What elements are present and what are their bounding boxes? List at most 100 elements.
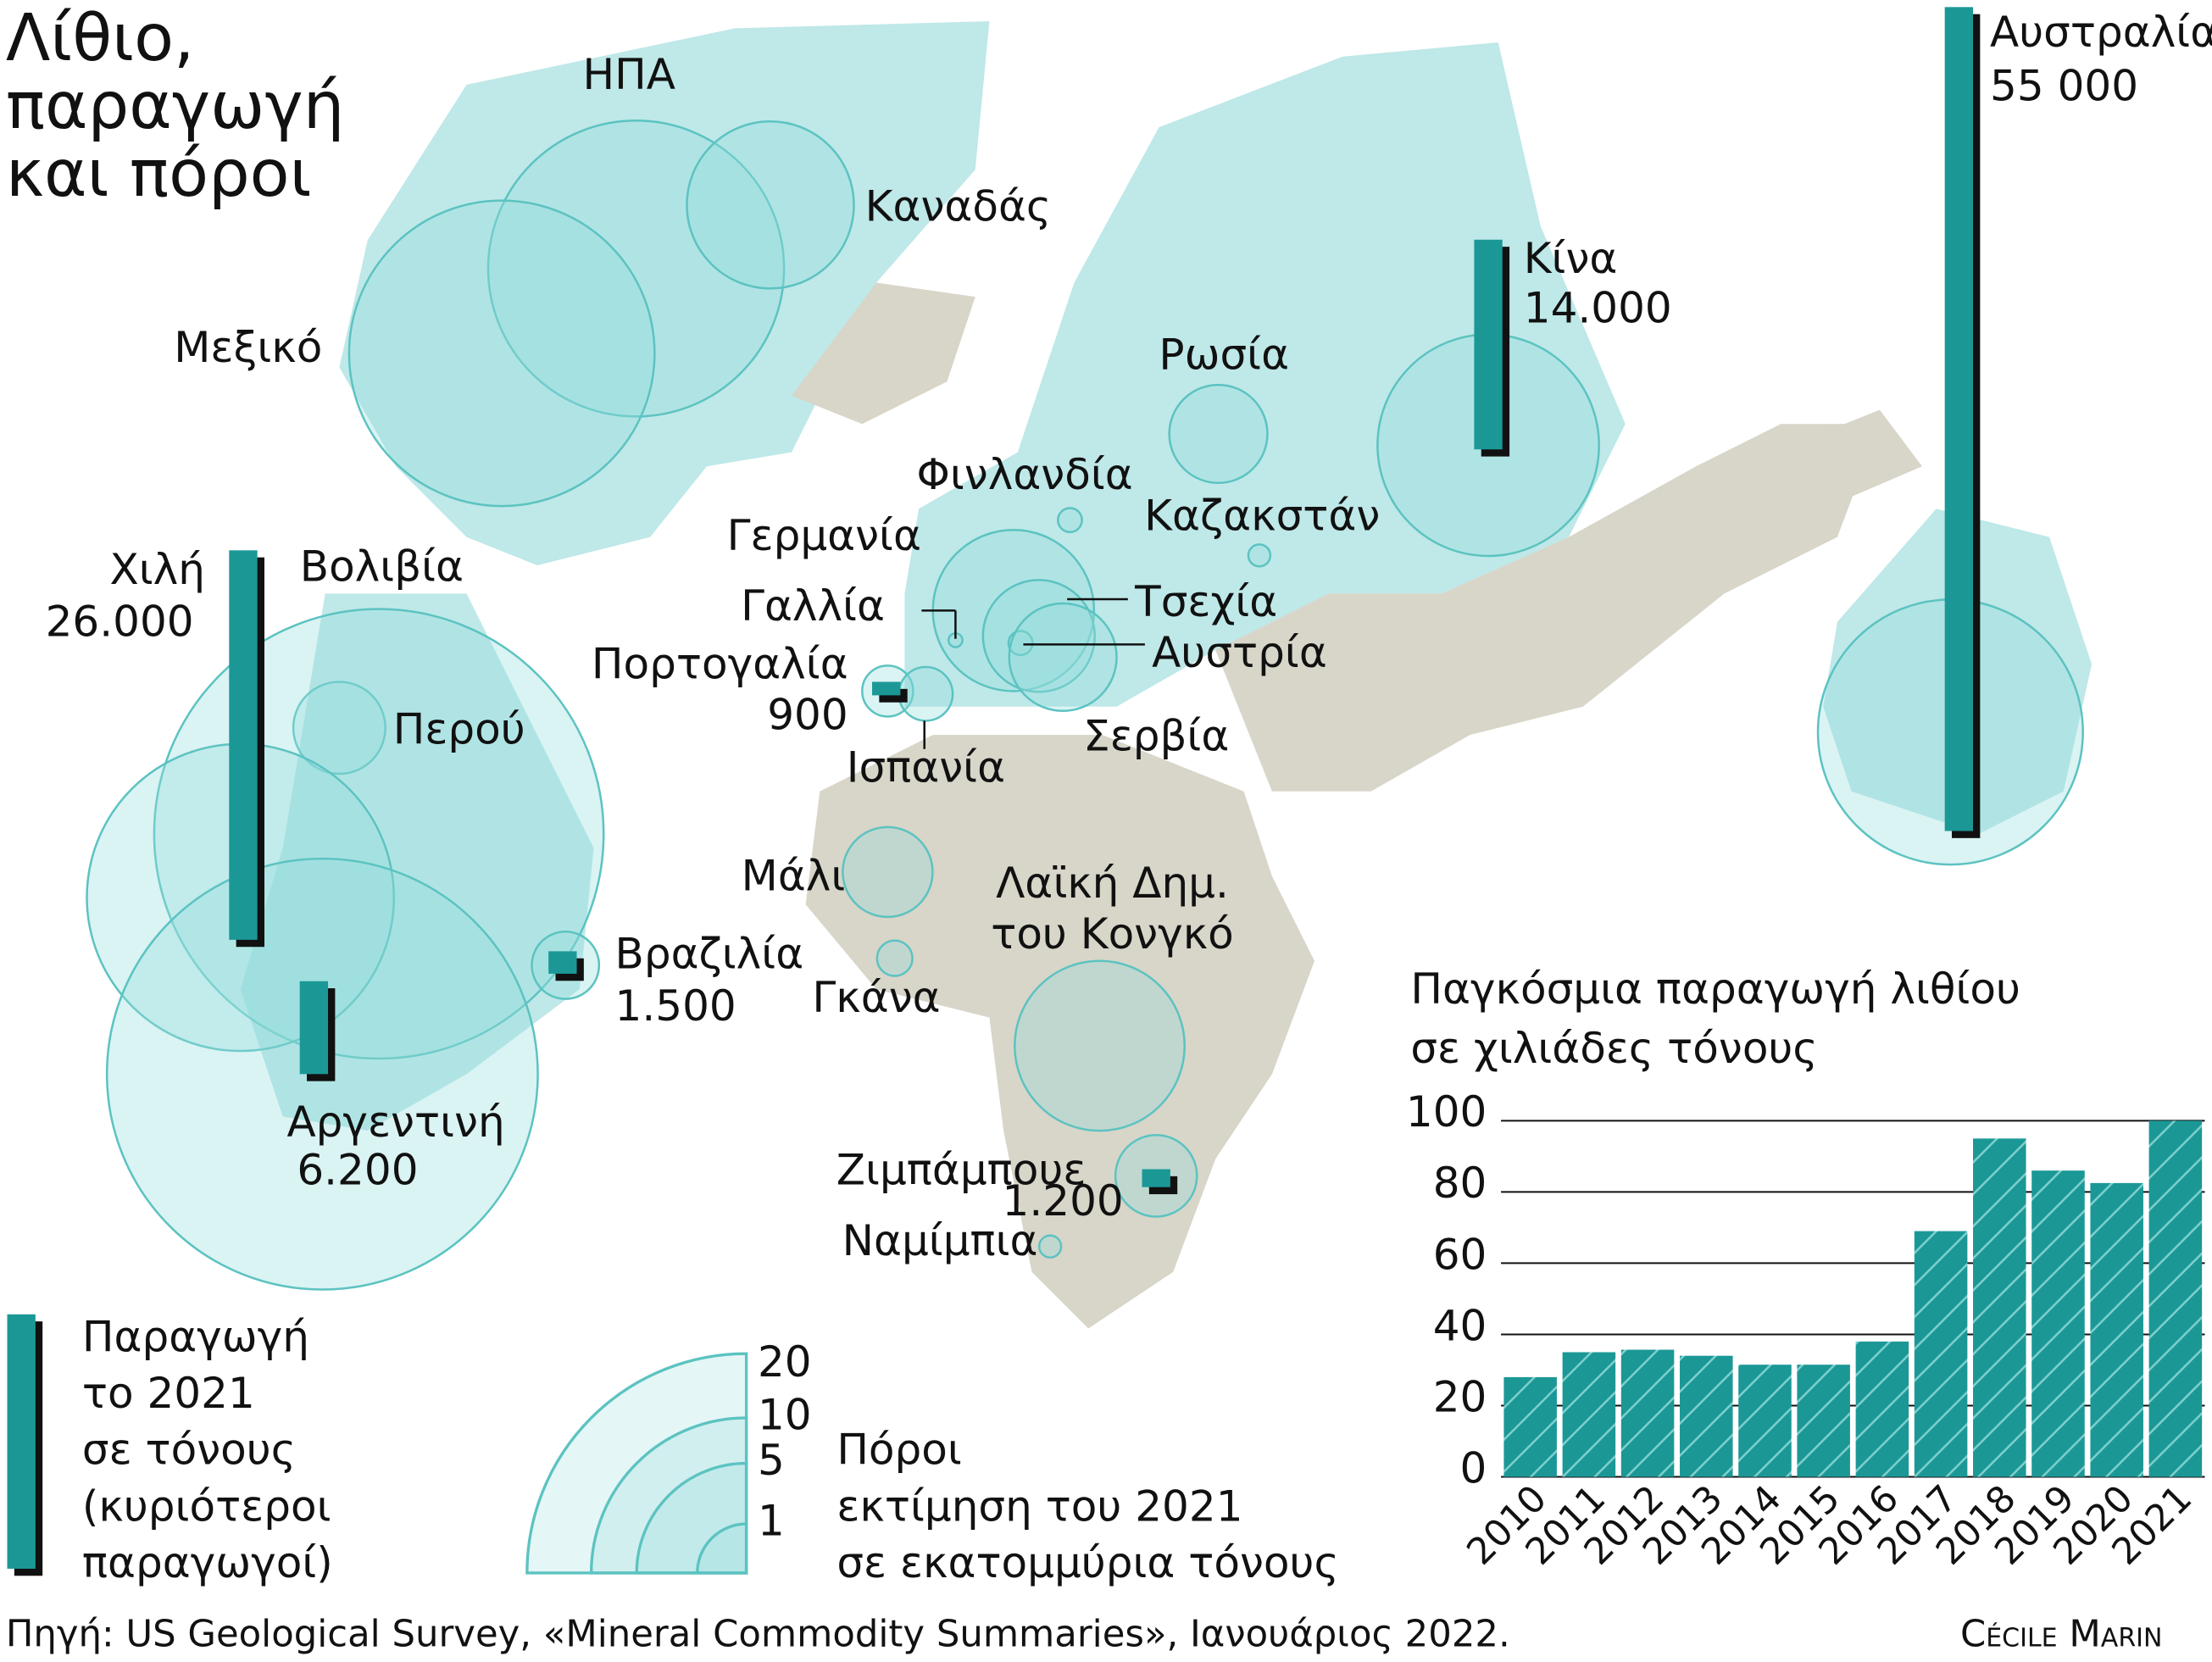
bar xyxy=(1973,1138,2026,1477)
reserve-circle xyxy=(875,939,914,977)
land-asia-south xyxy=(1215,424,1880,792)
country-label: Καζακστάν xyxy=(1144,491,1380,540)
reserve-circle xyxy=(292,681,386,775)
reserve-circle xyxy=(1168,383,1269,485)
title: και πόροι xyxy=(6,136,312,212)
bar xyxy=(1855,1341,1909,1477)
country-label: Αργεντινή xyxy=(286,1098,504,1147)
reserve-circle xyxy=(981,579,1097,693)
legend-circle xyxy=(696,1522,748,1575)
land-eurasia xyxy=(904,42,1626,707)
reserve-circle xyxy=(1014,959,1186,1132)
reserve-circle xyxy=(347,199,656,508)
bar xyxy=(1503,1376,1557,1477)
legend-circle xyxy=(635,1461,748,1575)
production-label: 55 000 xyxy=(1990,62,2138,111)
country-label: Γαλλία xyxy=(741,581,885,631)
legend-text: Πόροι xyxy=(836,1426,961,1475)
reserve-circle xyxy=(1037,1234,1063,1259)
legend-text: Παραγωγή xyxy=(82,1312,309,1361)
production-bar xyxy=(872,681,901,696)
legend-text: σε εκατομμύρια τόνους xyxy=(836,1538,1339,1587)
country-label: Πορτογαλία xyxy=(592,640,848,689)
country-label: Ζιμπάμπουε xyxy=(836,1146,1087,1195)
land-africa xyxy=(805,735,1314,1329)
production-bar xyxy=(1142,1169,1170,1187)
land-indonesia xyxy=(1738,409,1922,509)
country-label: ΗΠΑ xyxy=(582,50,675,99)
country-label: Αυστρία xyxy=(1152,628,1327,677)
y-tick-label: 60 xyxy=(1433,1230,1487,1279)
country-label: Μάλι xyxy=(742,852,846,901)
country-label: Φινλανδία xyxy=(917,450,1133,499)
country-label: Τσεχία xyxy=(1134,577,1277,626)
legend-text: παραγωγοί) xyxy=(82,1538,333,1587)
country-label: Καναδάς xyxy=(865,181,1052,231)
bar xyxy=(1797,1365,1850,1477)
bar xyxy=(2090,1182,2143,1477)
country-label: Ναμίμπια xyxy=(842,1216,1038,1265)
land-greenland xyxy=(791,282,975,425)
y-tick-label: 40 xyxy=(1433,1301,1487,1350)
production-label: 900 xyxy=(767,691,848,740)
production-bar xyxy=(229,550,258,940)
production-bar xyxy=(548,951,577,974)
legend-text: εκτίμηση του 2021 xyxy=(836,1481,1242,1531)
country-label: Σερβία xyxy=(1083,712,1229,761)
country-label: Γερμανία xyxy=(727,511,921,560)
production-label: 14.000 xyxy=(1524,283,1672,332)
chart-title: σε χιλιάδες τόνους xyxy=(1410,1024,1817,1073)
country-label: Ρωσία xyxy=(1159,330,1289,379)
legend-scale-label: 20 xyxy=(758,1337,812,1387)
country-label: Αυστραλία xyxy=(1990,8,2212,57)
legend-scale-label: 5 xyxy=(758,1436,785,1485)
production-label: 1.200 xyxy=(1003,1176,1124,1226)
production-bar xyxy=(1944,7,1974,831)
legend-text: το 2021 xyxy=(82,1369,255,1418)
legend-scale-label: 10 xyxy=(758,1390,812,1439)
credit: Cécile Marin xyxy=(1960,1613,2163,1655)
production-label: 6.200 xyxy=(297,1146,418,1195)
y-tick-label: 80 xyxy=(1433,1159,1487,1208)
production-label: 1.500 xyxy=(615,981,736,1031)
y-tick-label: 20 xyxy=(1433,1372,1487,1421)
country-label: Περού xyxy=(393,704,525,753)
production-bar xyxy=(299,981,329,1075)
legend-text: σε τόνους xyxy=(82,1426,296,1475)
bar xyxy=(1914,1231,1968,1477)
reserve-circle xyxy=(153,608,605,1060)
y-tick-label: 0 xyxy=(1460,1443,1487,1492)
bar xyxy=(2148,1120,2203,1477)
land-north-america xyxy=(339,21,990,566)
reserve-circle xyxy=(686,120,855,290)
country-label: Βολιβία xyxy=(300,542,464,592)
bar xyxy=(2031,1170,2085,1477)
basemap xyxy=(240,21,2093,1329)
production-label: 26.000 xyxy=(46,598,194,647)
reserve-circle xyxy=(486,120,786,418)
country-label: Γκάνα xyxy=(812,973,940,1022)
bar xyxy=(1738,1365,1792,1477)
country-label: Χιλή xyxy=(109,545,204,594)
legend-text: (κυριότεροι xyxy=(82,1481,331,1531)
chart-title: Παγκόσμια παραγωγή λιθίου xyxy=(1410,964,2020,1014)
bar xyxy=(1620,1349,1675,1477)
country-label: Λαϊκή Δημ. xyxy=(996,859,1229,908)
y-tick-label: 100 xyxy=(1406,1087,1487,1137)
country-label: Κίνα xyxy=(1524,234,1618,283)
country-label: Μεξικό xyxy=(174,323,322,372)
reserve-circle xyxy=(1057,507,1083,534)
country-label: του Κονγκό xyxy=(991,909,1234,959)
country-label: Ισπανία xyxy=(847,742,1005,792)
bar xyxy=(1680,1355,1733,1477)
source: Πηγή: US Geological Survey, «Mineral Com… xyxy=(6,1613,1510,1655)
reserve-circle xyxy=(1007,630,1034,657)
reserve-circle xyxy=(1247,543,1272,568)
title: παραγωγή xyxy=(6,69,345,144)
reserve-circle xyxy=(1008,602,1118,713)
bar xyxy=(1562,1352,1616,1477)
country-label: Βραζιλία xyxy=(615,929,804,978)
leader-lines xyxy=(921,598,1145,749)
reserve-circle xyxy=(842,825,934,919)
